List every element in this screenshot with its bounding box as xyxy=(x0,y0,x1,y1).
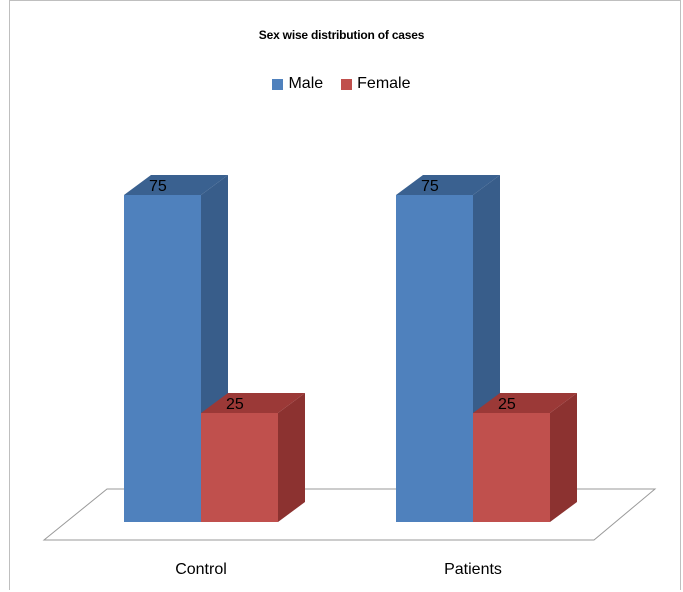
legend-label-male: Male xyxy=(288,75,324,92)
bar-top-male-control xyxy=(124,175,228,195)
data-label-male-control: 75 xyxy=(149,178,167,195)
data-label-female-patients: 25 xyxy=(498,396,516,413)
bar-top-male-patients xyxy=(396,175,500,195)
legend-swatch-female xyxy=(341,78,353,90)
bar-female-control xyxy=(201,413,278,522)
data-label-female-control: 25 xyxy=(226,396,244,413)
data-label-male-patients: 75 xyxy=(421,178,439,195)
bar-top-female-patients xyxy=(473,393,577,413)
bar-female-patients xyxy=(473,413,550,522)
bar-male-control xyxy=(124,195,201,522)
legend-swatch-male xyxy=(272,78,284,90)
bar-side-female-patients xyxy=(550,393,577,522)
legend: Male Female xyxy=(0,75,683,93)
chart-title: Sex wise distribution of cases xyxy=(258,28,425,42)
legend-item-female: Female xyxy=(341,75,411,93)
category-label-patients: Patients xyxy=(444,561,502,578)
bar-top-female-control xyxy=(201,393,305,413)
legend-item-male: Male xyxy=(272,75,323,93)
bar-side-female-control xyxy=(278,393,305,522)
legend-label-female: Female xyxy=(357,75,411,92)
bar-male-patients xyxy=(396,195,473,522)
category-label-control: Control xyxy=(175,561,227,578)
